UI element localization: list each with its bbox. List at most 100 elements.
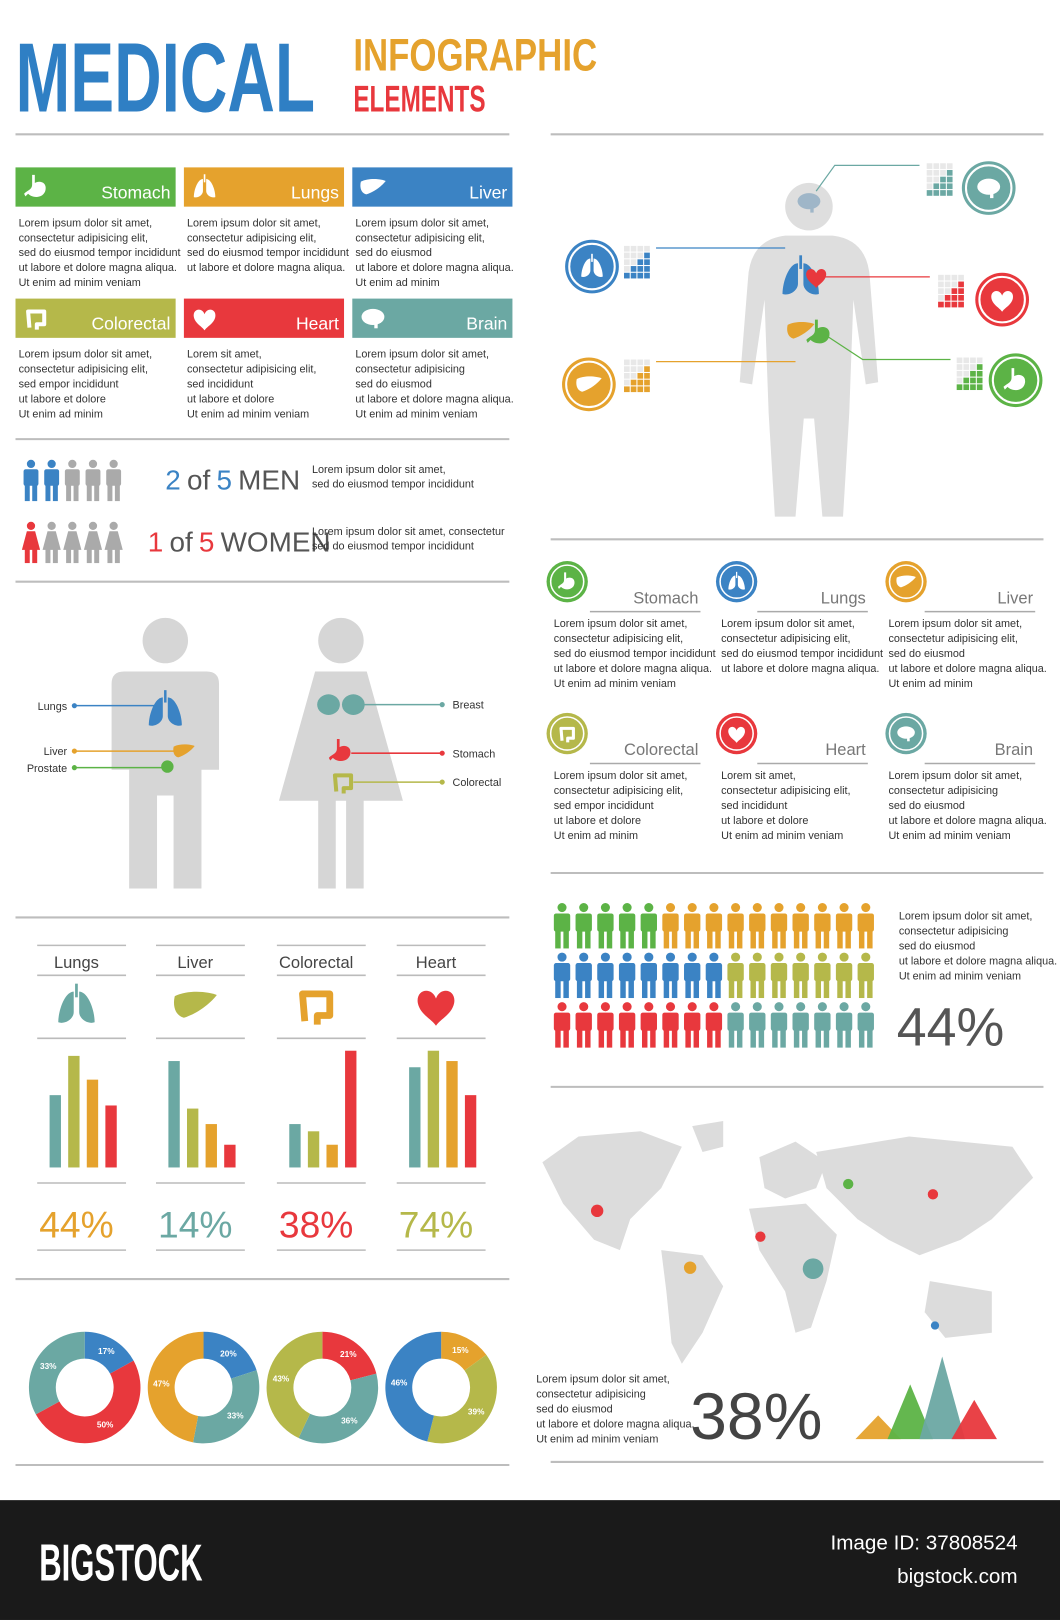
mini-grid xyxy=(933,183,940,190)
person-body xyxy=(770,913,788,932)
person-body xyxy=(705,963,723,982)
person-leg xyxy=(107,546,113,564)
organ-name: Colorectal xyxy=(624,740,698,759)
person-head xyxy=(731,902,741,913)
person-icon xyxy=(104,521,123,564)
person-leg xyxy=(598,979,605,999)
body-label: Stomach xyxy=(453,748,496,760)
person-body xyxy=(85,469,101,486)
icon-shape xyxy=(728,575,736,590)
person-body xyxy=(684,913,701,932)
mini-grid xyxy=(944,294,951,301)
mini-grid xyxy=(624,386,630,393)
person-icon xyxy=(814,1002,831,1048)
footer-site: bigstock.com xyxy=(897,1565,1018,1588)
person-body xyxy=(727,963,744,982)
mini-grid xyxy=(976,370,983,377)
icon-shape xyxy=(896,575,916,588)
person-body xyxy=(575,1012,592,1031)
population-percent: 44% xyxy=(897,998,1005,1058)
person-body xyxy=(83,531,103,550)
organ-icon xyxy=(26,309,47,330)
person-body xyxy=(618,963,636,982)
organ-text: Lorem ipsum dolor sit amet, xyxy=(554,770,688,782)
bar xyxy=(326,1144,338,1168)
donut-label: 15% xyxy=(452,1346,469,1355)
mini-grid xyxy=(951,281,958,288)
person-head xyxy=(731,1002,741,1012)
person-body xyxy=(814,1012,831,1031)
card-text: sed do eiusmod tempor incididunt xyxy=(187,247,349,259)
person-leg xyxy=(32,484,38,502)
card-text: consectetur adipisicing elit, xyxy=(355,232,484,244)
mini-grid xyxy=(644,272,650,279)
person-leg xyxy=(845,930,851,949)
continent xyxy=(924,1281,992,1338)
map-text: ut labore et dolore magna aliqua. xyxy=(536,1418,694,1430)
mini-grid xyxy=(946,183,953,190)
person-head xyxy=(796,1002,806,1012)
person-leg xyxy=(707,930,713,949)
donut-label: 39% xyxy=(468,1407,485,1416)
organ-badge-ring xyxy=(991,356,1040,404)
donut-segment xyxy=(298,1373,379,1444)
person-leg xyxy=(24,546,30,564)
map-dot xyxy=(802,1258,824,1280)
organ-text: sed do eiusmod xyxy=(888,800,964,812)
person-leg xyxy=(671,930,678,949)
person-icon xyxy=(857,1002,874,1048)
icon-shape xyxy=(810,206,814,213)
person-head xyxy=(68,459,77,469)
mini-grid xyxy=(926,190,933,196)
person-body xyxy=(705,1012,723,1031)
organ-badge xyxy=(715,561,758,603)
organ-icon xyxy=(24,174,46,197)
person-icon xyxy=(64,459,80,502)
organ-icon xyxy=(728,571,745,590)
person-leg xyxy=(598,1029,605,1048)
person-icon xyxy=(575,1002,592,1048)
person-leg xyxy=(823,979,830,999)
person-icon xyxy=(835,952,853,999)
person-head xyxy=(109,521,118,531)
person-leg xyxy=(793,1029,800,1048)
mini-grid xyxy=(946,169,953,176)
person-leg xyxy=(845,979,851,999)
card-text: consectetur adipisicing elit, xyxy=(187,232,316,244)
mini-grid xyxy=(946,190,953,196)
person-head xyxy=(839,1002,849,1012)
population-text: Lorem ipsum dolor sit amet, xyxy=(899,911,1033,923)
mini-grid xyxy=(637,266,644,272)
peak xyxy=(919,1356,965,1440)
card-text: ut labore et dolore magna aliqua. xyxy=(355,393,513,405)
person-leg xyxy=(563,930,569,949)
donut-segment xyxy=(266,1331,323,1439)
organ xyxy=(161,760,174,773)
mini-grid xyxy=(938,274,944,281)
card-text: Ut enim ad minim veniam xyxy=(355,408,477,420)
person-leg xyxy=(620,930,626,949)
person-leg xyxy=(641,930,648,949)
mini-grid xyxy=(926,183,933,190)
population-text: ut labore et dolore magna aliqua. xyxy=(899,955,1057,967)
icon-shape xyxy=(991,291,1014,312)
organ-badge-ring xyxy=(549,716,585,751)
organ-text: consectetur adipisicing elit, xyxy=(888,633,1017,645)
mini-grid xyxy=(976,377,983,384)
person-leg xyxy=(867,979,873,999)
person-icon xyxy=(792,1002,809,1048)
person-leg xyxy=(24,484,30,502)
person-leg xyxy=(823,930,830,949)
mini-grid xyxy=(933,169,940,176)
card-title: Heart xyxy=(296,314,339,334)
person-body xyxy=(640,1012,657,1031)
person-leg xyxy=(802,930,808,949)
card-text: ut labore et dolore xyxy=(187,393,274,405)
icon-shape xyxy=(299,990,334,1025)
mini-grid xyxy=(951,294,958,301)
card-title: Stomach xyxy=(101,182,170,202)
person-icon xyxy=(684,952,701,999)
person-head xyxy=(622,902,632,913)
mini-grid xyxy=(637,259,644,266)
organ-icon xyxy=(806,319,830,344)
